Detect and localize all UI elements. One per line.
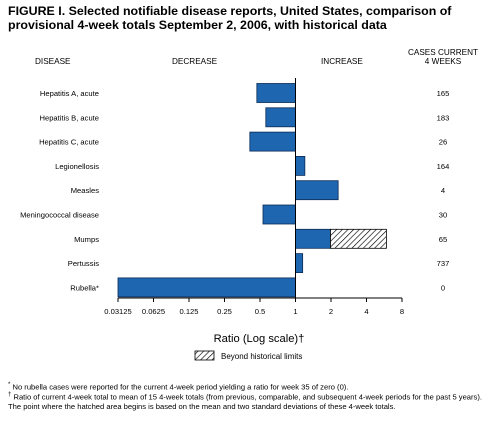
ratio-bar	[265, 107, 296, 128]
cases-value: 0	[441, 283, 445, 292]
ratio-bar	[295, 228, 331, 249]
cases-value: 164	[437, 162, 450, 171]
beyond-limits-bar	[330, 228, 387, 249]
footnote-2: † Ratio of current 4-week total to mean …	[8, 391, 488, 411]
category-label: Hepatitis B, acute	[39, 113, 99, 122]
x-tick-label: 0.0625	[142, 307, 165, 316]
header-cases-line2: 4 WEEKS	[425, 57, 462, 66]
cases-value: 4	[441, 186, 445, 195]
category-label: Mumps	[74, 235, 99, 244]
category-label: Legionellosis	[55, 162, 99, 171]
cases-value: 183	[437, 113, 450, 122]
footnote-1-symbol: *	[8, 382, 11, 388]
category-label: Pertussis	[68, 259, 99, 268]
category-label: Rubella*	[70, 283, 99, 292]
footnote-2-symbol: †	[8, 392, 12, 398]
cases-value: 65	[439, 235, 447, 244]
x-tick-label: 8	[400, 307, 404, 316]
x-tick-label: 0.03125	[104, 307, 131, 316]
ratio-bar	[295, 253, 304, 274]
ratio-bar	[256, 83, 296, 103]
cases-value: 737	[437, 259, 450, 268]
figure-title: FIGURE I. Selected notifiable disease re…	[8, 4, 452, 32]
x-tick-label: 1	[293, 307, 297, 316]
x-tick-label: 2	[329, 307, 333, 316]
header-cases-line1: CASES CURRENT	[408, 48, 478, 57]
x-axis-label: Ratio (Log scale)†	[214, 333, 305, 345]
category-label: Measles	[71, 186, 99, 195]
x-tick-label: 4	[364, 307, 368, 316]
ratio-bar	[295, 155, 306, 176]
cases-value: 165	[437, 89, 450, 98]
footnote-2-text: Ratio of current 4-week total to mean of…	[8, 392, 482, 411]
header-decrease: DECREASE	[172, 57, 218, 66]
ratio-bar	[295, 180, 339, 201]
header-disease: DISEASE	[35, 57, 71, 66]
footnote-1-text: No rubella cases were reported for the c…	[12, 382, 349, 392]
footnote-1: * No rubella cases were reported for the…	[8, 381, 488, 392]
x-tick-label: 0.125	[179, 307, 198, 316]
ratio-bar	[117, 277, 296, 298]
cases-value: 26	[439, 138, 447, 147]
legend-swatch	[194, 350, 215, 361]
cases-value: 30	[439, 211, 447, 220]
x-tick-label: 0.25	[217, 307, 232, 316]
ratio-bar	[249, 131, 296, 152]
ratio-bar	[262, 204, 296, 225]
category-label: Meningococcal disease	[20, 211, 99, 220]
legend-label: Beyond historical limits	[221, 352, 302, 361]
category-label: Hepatitis A, acute	[40, 89, 99, 98]
x-tick-label: 0.5	[255, 307, 266, 316]
category-label: Hepatitis C, acute	[39, 138, 99, 147]
header-increase: INCREASE	[321, 57, 363, 66]
